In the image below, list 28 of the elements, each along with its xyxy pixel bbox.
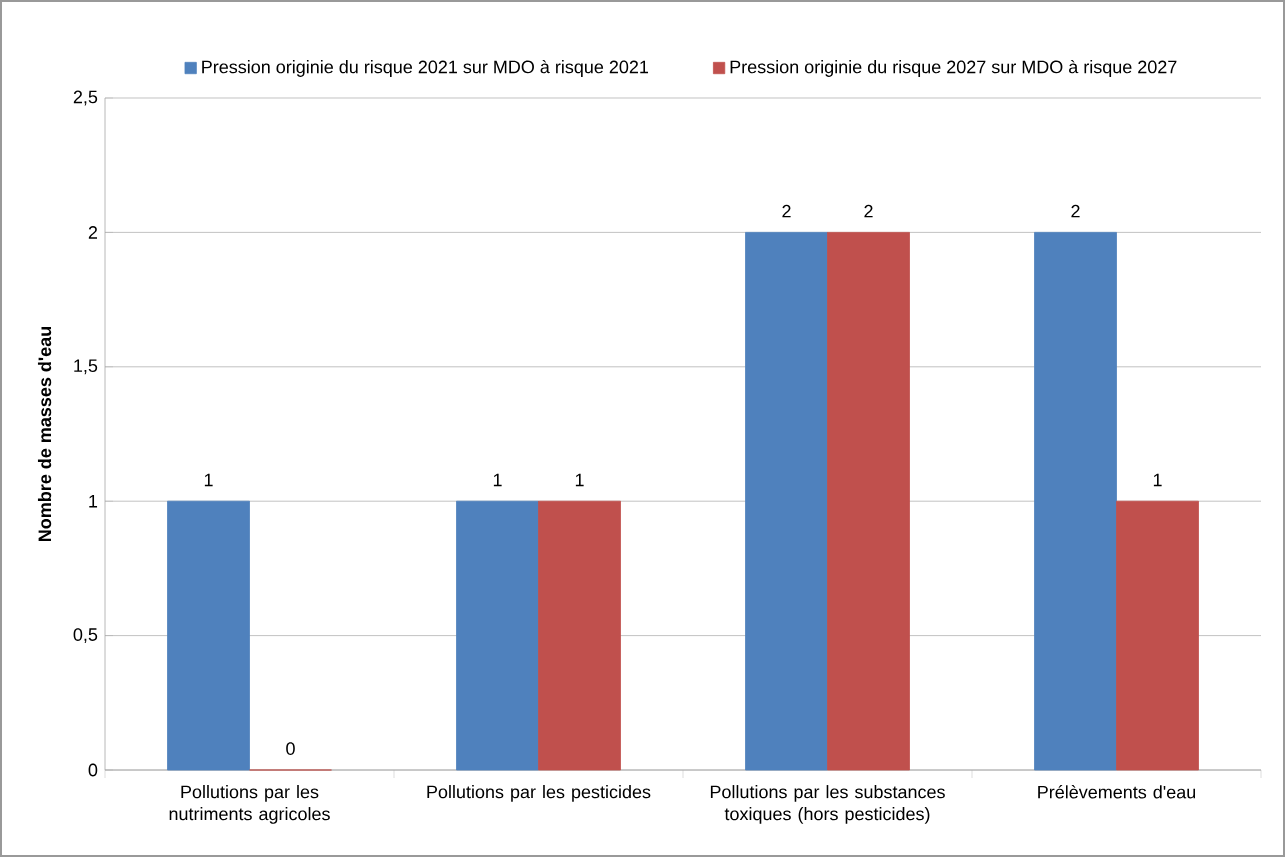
x-tick-label: Pollutions par les pesticides [427, 785, 651, 802]
y-axis-title: Nombre de masses d'eau [37, 327, 52, 541]
bar [456, 500, 539, 771]
data-label: 0 [286, 742, 295, 755]
y-tick-label: 1,5 [74, 359, 98, 375]
bar [827, 232, 910, 771]
x-tick-label: Pollutions par les substances toxiques (hors pesticides) [710, 785, 945, 824]
y-tick-label: 2 [88, 226, 98, 239]
bar [745, 232, 828, 771]
data-label: 1 [204, 473, 213, 487]
x-tick-label: Pollutions par les nutriments agricoles [169, 785, 330, 824]
data-label: 1 [1153, 473, 1162, 487]
x-tick-label: Prélèvements d'eau [1038, 785, 1196, 799]
legend-label: Pression originie du risque 2027 sur MDO à risque 2027 [730, 59, 1177, 77]
y-tick-label: 0 [88, 763, 98, 777]
bar [538, 500, 621, 771]
bar [1034, 232, 1117, 771]
legend-label: Pression originie du risque 2021 sur MDO à risque 2021 [202, 59, 649, 77]
data-label: 1 [575, 473, 584, 487]
y-tick-label: 0,5 [73, 628, 98, 644]
data-label: 2 [1071, 204, 1080, 218]
y-tick-label: 2,5 [73, 90, 98, 106]
data-label: 2 [864, 204, 873, 218]
y-tick-label: 1 [89, 495, 98, 508]
bar [167, 500, 250, 771]
data-label: 1 [493, 473, 502, 487]
data-label: 2 [782, 204, 791, 218]
bar [1116, 500, 1199, 771]
